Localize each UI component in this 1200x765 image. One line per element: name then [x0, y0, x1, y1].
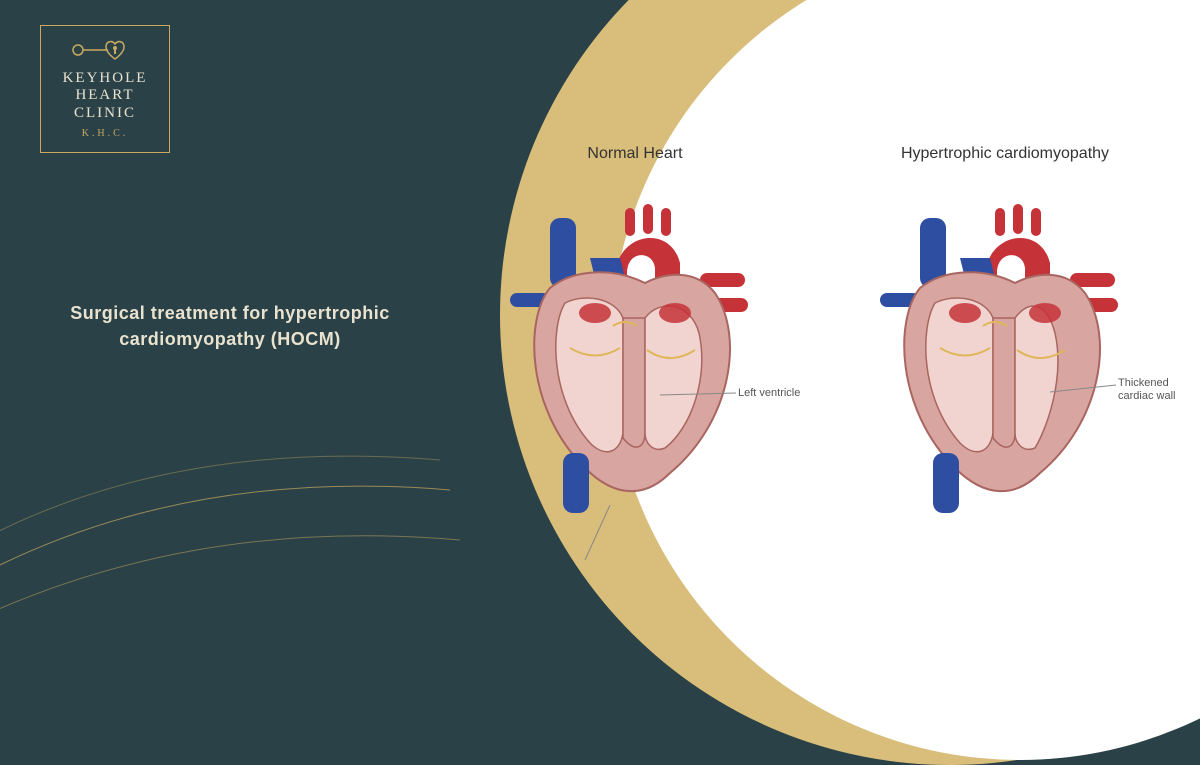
- heart-comparison-diagram: Normal Heart Hypertrophic cardiomyopathy…: [450, 145, 1190, 585]
- normal-heart-title: Normal Heart: [465, 145, 805, 163]
- logo-sub: K.H.C.: [49, 128, 161, 139]
- logo-line-3: CLINIC: [49, 105, 161, 122]
- decorative-lines: [0, 310, 500, 710]
- thickened-wall-label: Thickened cardiac wall: [1118, 377, 1198, 403]
- logo-line-2: HEART: [49, 87, 161, 104]
- hypertrophic-heart-column: Hypertrophic cardiomyopathy: [835, 145, 1175, 523]
- annotation-line-right: [1050, 370, 1120, 400]
- normal-heart-illustration: [495, 178, 775, 518]
- clinic-logo: KEYHOLE HEART CLINIC K.H.C.: [40, 25, 170, 153]
- page-title: Surgical treatment for hypertrophic card…: [30, 300, 430, 352]
- normal-heart-column: Normal Heart: [465, 145, 805, 523]
- logo-line-1: KEYHOLE: [49, 70, 161, 87]
- annotation-line-bottom: [580, 505, 660, 565]
- left-ventricle-label: Left ventricle: [738, 387, 800, 400]
- annotation-line-left: [660, 375, 740, 405]
- keyhole-heart-icon: [49, 36, 161, 66]
- hypertrophic-heart-illustration: [865, 178, 1145, 518]
- hypertrophic-heart-title: Hypertrophic cardiomyopathy: [835, 145, 1175, 163]
